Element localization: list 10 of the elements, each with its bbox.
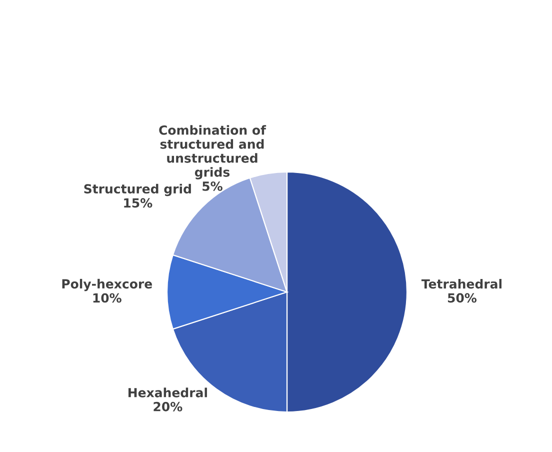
data-label: 15% <box>124 198 152 208</box>
slice-label: Hexahedral <box>128 388 207 398</box>
slice-label: Combination of structured and unstructured grids <box>159 125 266 180</box>
slice-label: Poly-hexcore <box>62 278 152 292</box>
slice-label: Structured grid <box>84 184 191 196</box>
data-label: 50% <box>448 293 477 303</box>
slice-label: Tetrahedral <box>421 278 502 289</box>
data-label: 20% <box>154 402 182 412</box>
data-label: 10% <box>93 293 122 303</box>
data-label: 5% <box>202 181 222 191</box>
